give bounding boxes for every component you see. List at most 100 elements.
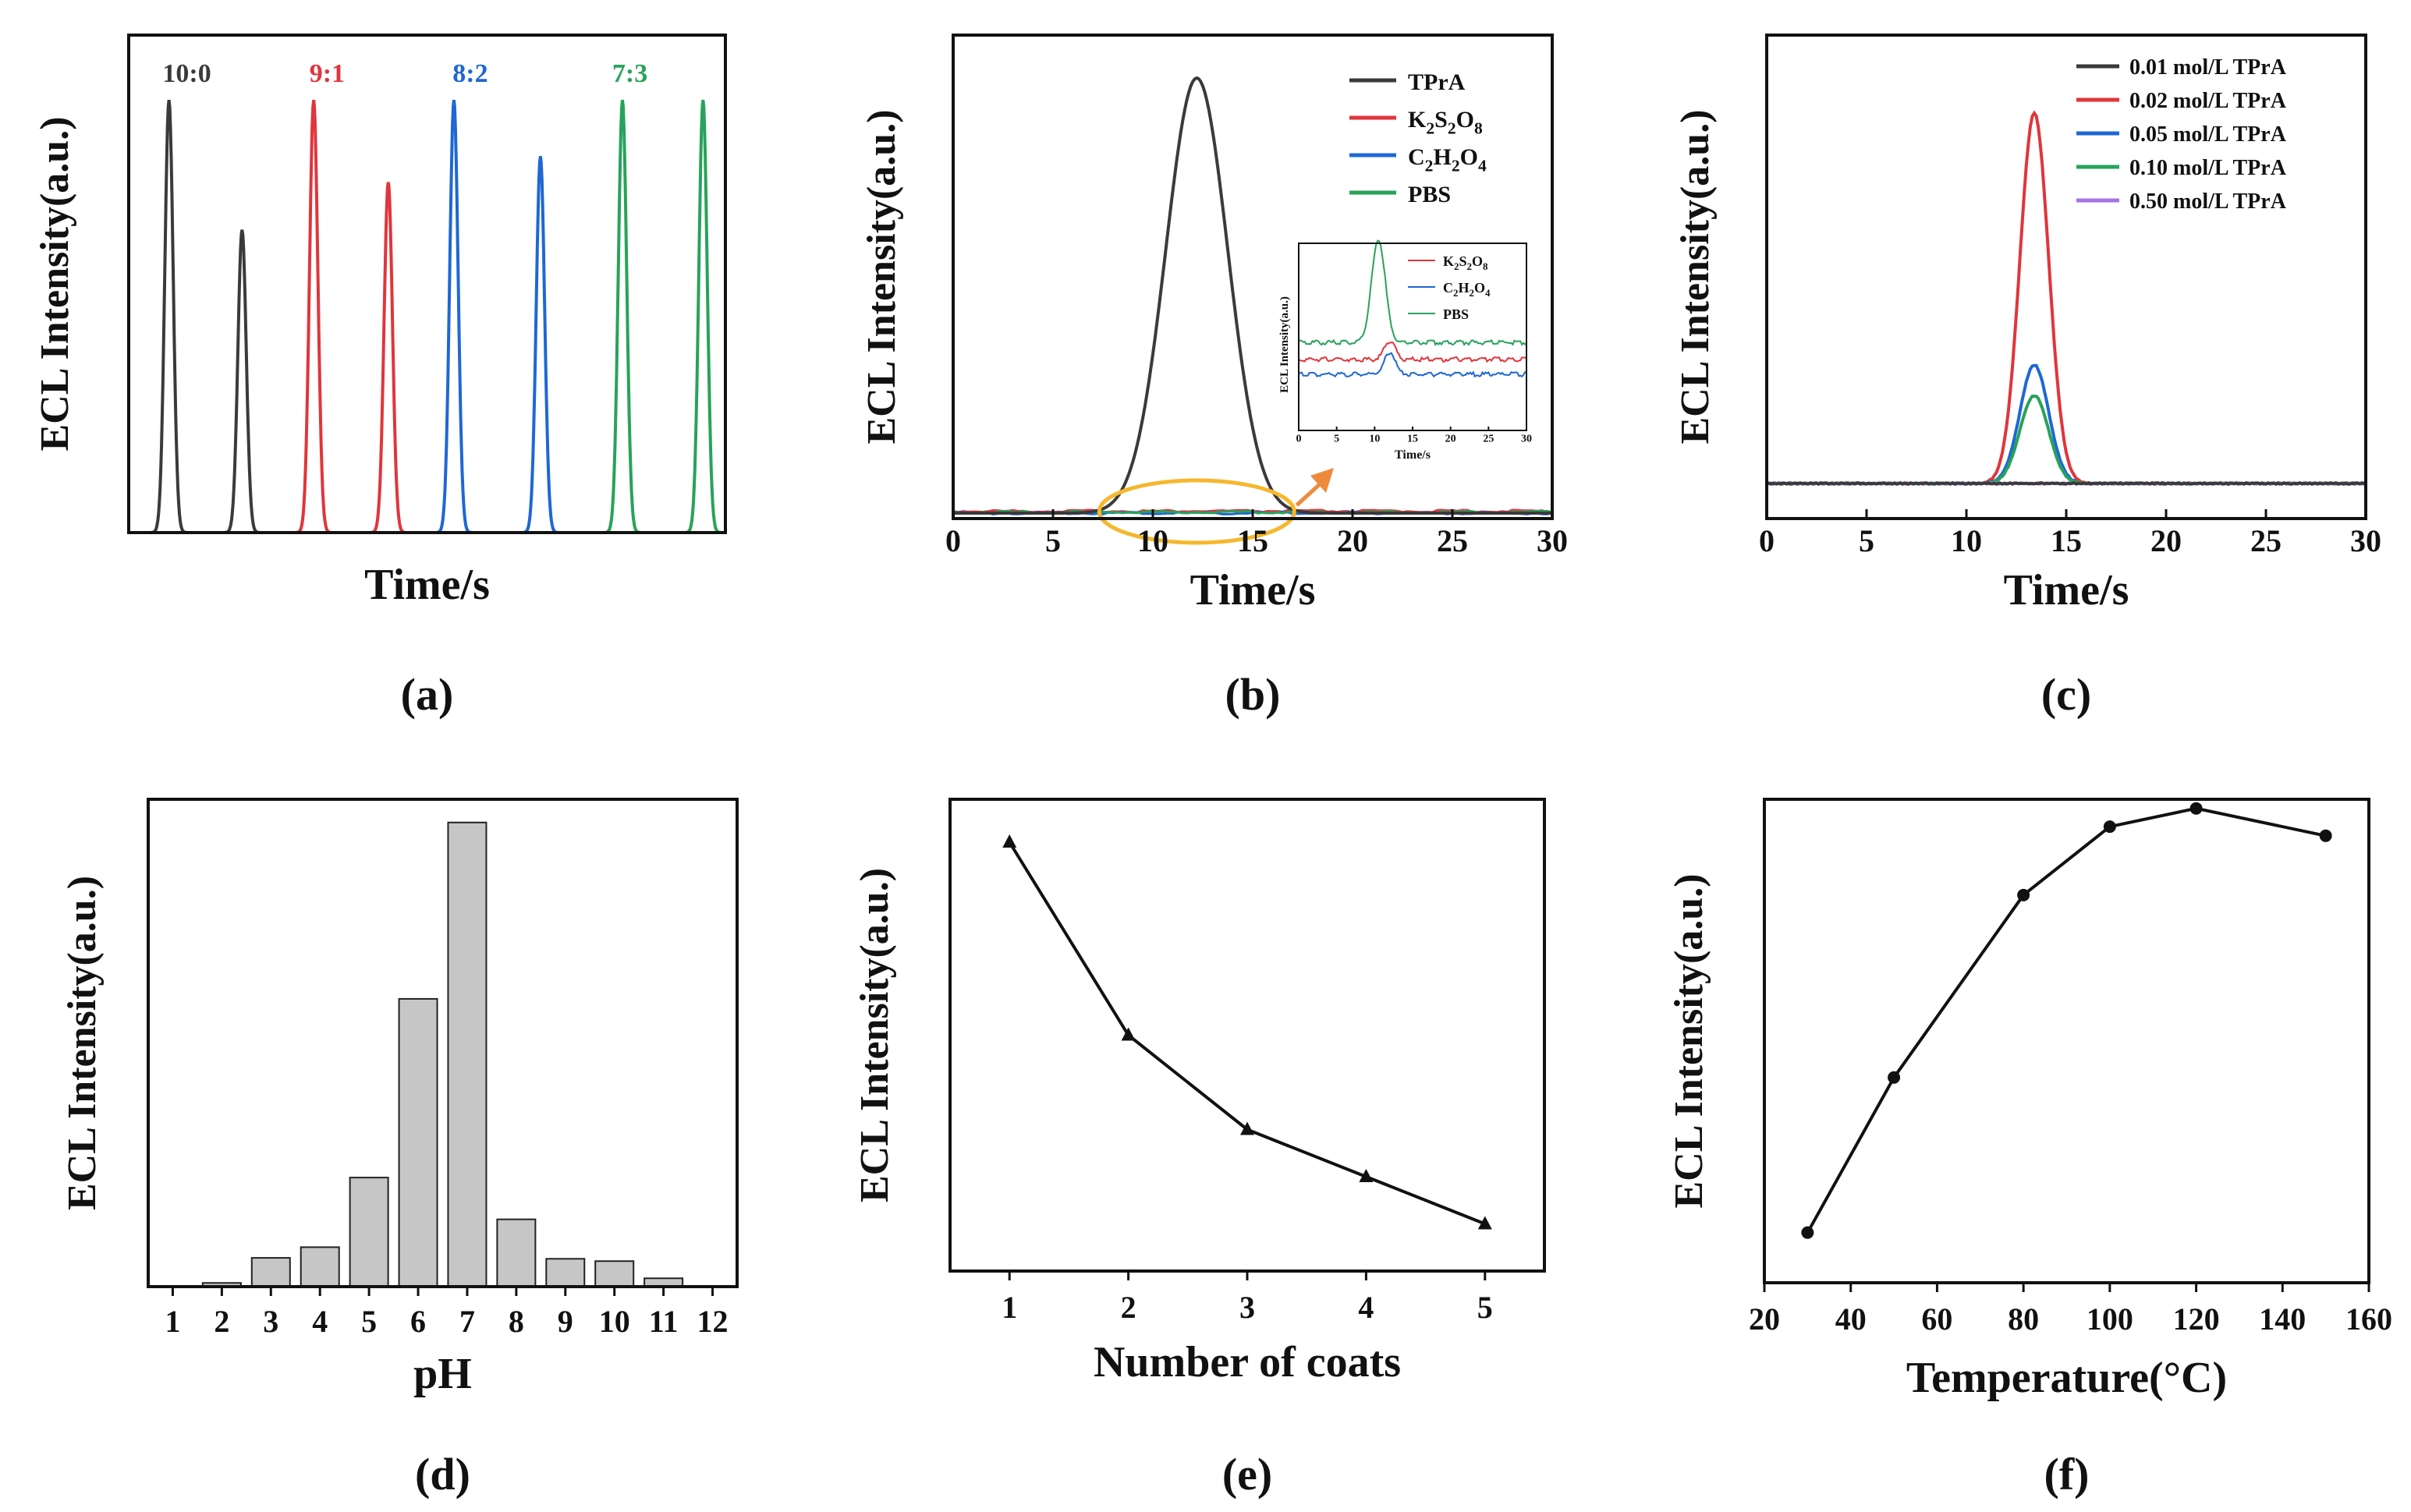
legend-label: TPrA	[1408, 69, 1466, 95]
plot-frame	[1763, 798, 2370, 1284]
x-tick-label: 60	[1921, 1301, 1952, 1337]
x-tick-label: 11	[649, 1304, 679, 1339]
data-point-triangle	[1477, 1216, 1492, 1230]
plot-frame	[127, 34, 727, 534]
y-axis-label: ECL Intensity(a.u.)	[1673, 109, 1718, 444]
bar-ph-8	[496, 1218, 537, 1287]
legend-label: 0.01 mol/L TPrA	[2129, 55, 2287, 80]
x-tick-label: 5	[361, 1304, 377, 1339]
legend-label: 0.02 mol/L TPrA	[2129, 89, 2287, 113]
x-tick-label: 2	[214, 1304, 229, 1339]
series-line-7-3	[576, 99, 725, 534]
x-tick-label: 30	[1521, 434, 1532, 445]
x-tick-label: 4	[312, 1304, 328, 1339]
x-tick-label: 25	[2250, 523, 2282, 558]
bar-ph-5	[349, 1177, 389, 1287]
x-tick-label: 6	[410, 1304, 426, 1339]
x-tick-label: 0	[1759, 523, 1775, 558]
data-point-triangle	[1002, 834, 1017, 848]
inset-x-axis-label: Time/s	[1395, 448, 1431, 462]
x-tick-label: 10	[1137, 523, 1168, 558]
x-tick-label: 30	[2350, 523, 2381, 558]
x-tick-label: 25	[1483, 434, 1494, 445]
inset-series-PBS	[1298, 239, 1527, 346]
x-tick-label: 20	[1337, 523, 1368, 558]
chart-a: 10:0 9:1 8:2 7:3 ECL Intensity(a.u.) Time/s (a…	[33, 34, 727, 720]
plot-frame	[147, 798, 739, 1288]
data-point-circle	[1801, 1226, 1814, 1239]
data-point-triangle	[1121, 1027, 1136, 1041]
series-line	[1806, 806, 2327, 1234]
x-tick-label: 30	[1537, 523, 1568, 558]
inset-frame	[1298, 243, 1527, 431]
legend-label: PBS	[1408, 182, 1451, 207]
x-tick-label: 15	[1237, 523, 1268, 558]
data-point-circle	[2319, 829, 2332, 842]
inset-series-C2H2O4	[1298, 352, 1526, 378]
bar-ph-9	[545, 1258, 586, 1288]
x-tick-label: 5	[1045, 523, 1061, 558]
inset-y-axis-label: ECL Intensity(a.u.)	[1278, 296, 1291, 393]
legend-label: K2​S2​O8​	[1408, 107, 1483, 137]
x-tick-label: 8	[509, 1304, 524, 1339]
x-tick-label: 5	[1477, 1290, 1493, 1325]
data-point-circle	[2189, 802, 2203, 815]
data-point-triangle	[1359, 1169, 1374, 1182]
series-line	[1008, 841, 1486, 1226]
data-point-circle	[2103, 820, 2116, 834]
panel-label: (c)	[2041, 669, 2091, 720]
bar-ph-10	[594, 1260, 635, 1288]
x-tick-label: 3	[263, 1304, 278, 1339]
panel-label: (e)	[1222, 1449, 1272, 1500]
inset-series-K2S2O8	[1298, 342, 1527, 363]
x-tick-label: 9	[558, 1304, 573, 1339]
x-tick-label: 15	[2051, 523, 2082, 558]
x-tick-label: 2	[1121, 1290, 1136, 1325]
x-tick-label: 40	[1835, 1301, 1867, 1337]
x-tick-label: 25	[1437, 523, 1468, 558]
bar-ph-7	[447, 821, 488, 1288]
inset-legend-label: C2​H2​O4​	[1443, 280, 1491, 299]
x-tick-label: 10	[599, 1304, 630, 1339]
chart-c: 0.01 mol/L TPrA 0.02 mol/L TPrA 0.05 mol/L…	[1673, 34, 2381, 720]
x-tick-label: 4	[1358, 1290, 1374, 1325]
series-label: 7:3	[612, 59, 647, 88]
inset-chart: 0 5 10 15 20 25 30 Time/s ECL Intensity(a.u.) K2​…	[1278, 239, 1532, 462]
panel-label: (a)	[401, 669, 454, 720]
series-label: 8:2	[452, 59, 488, 88]
x-axis-label: Time/s	[2004, 566, 2129, 614]
x-axis-label: Number of coats	[1094, 1338, 1401, 1386]
x-tick-label: 7	[459, 1304, 475, 1339]
x-tick-label: 140	[2259, 1301, 2306, 1337]
x-tick-label: 5	[1334, 434, 1339, 445]
x-tick-label: 5	[1859, 523, 1874, 558]
series-line	[1766, 480, 2367, 487]
panel-label: (f)	[2044, 1449, 2090, 1500]
x-tick-label: 1	[165, 1304, 180, 1339]
highlight-ellipse	[1097, 478, 1296, 545]
panel-label: (b)	[1225, 669, 1281, 720]
x-tick-label: 20	[1749, 1301, 1780, 1337]
x-axis-label: Temperature(°C)	[1906, 1354, 2227, 1402]
x-tick-label: 0	[945, 523, 961, 558]
zoom-arrow	[1295, 482, 1322, 507]
x-tick-label: 10	[1369, 434, 1380, 445]
plot-frame	[948, 798, 1546, 1273]
zoom-arrow-head	[1310, 468, 1334, 493]
x-tick-label: 15	[1407, 434, 1418, 445]
series-line-TPrA	[953, 76, 1552, 515]
inset-legend-label: PBS	[1443, 306, 1469, 322]
x-axis-label: Time/s	[1190, 566, 1316, 614]
legend-label: C2​H2​O4​	[1408, 144, 1487, 175]
data-point-triangle	[1240, 1121, 1254, 1135]
x-tick-label: 12	[697, 1304, 729, 1339]
bar-ph-6	[398, 997, 438, 1287]
data-point-circle	[1888, 1071, 1901, 1084]
chart-e: 1 2 3 4 5 ECL Intensity(a.u.) Number of coats (…	[853, 798, 1546, 1500]
legend-label: 0.50 mol/L TPrA	[2129, 189, 2287, 214]
x-tick-label: 100	[2087, 1301, 2133, 1337]
y-axis-label: ECL Intensity(a.u.)	[60, 876, 105, 1210]
x-tick-label: 20	[2150, 523, 2182, 558]
